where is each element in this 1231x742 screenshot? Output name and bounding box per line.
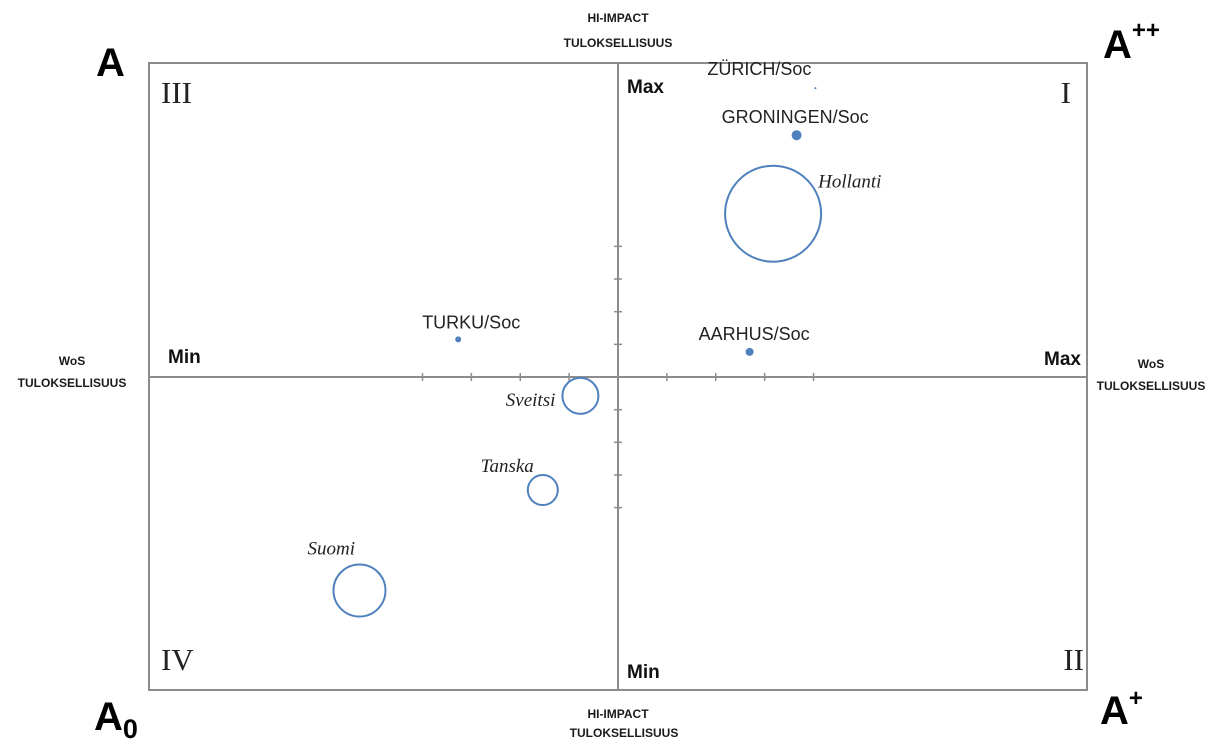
x-axis-left-label-line1: WoS bbox=[59, 354, 85, 368]
y-min-label: Min bbox=[627, 662, 660, 683]
data-point-marker bbox=[526, 474, 559, 507]
quadrant-numeral-III: III bbox=[161, 75, 192, 110]
quadrant-numeral-I: I bbox=[1061, 75, 1071, 110]
x-axis-right-label-line2: TULOKSELLISUUS bbox=[1097, 379, 1206, 393]
data-point-label: Sveitsi bbox=[506, 390, 556, 411]
data-point-label: GRONINGEN/Soc bbox=[722, 107, 869, 127]
data-point-label: Suomi bbox=[308, 539, 356, 560]
data-point-marker bbox=[455, 336, 462, 343]
data-point-marker bbox=[791, 130, 802, 141]
corner-grade-bottom-right: A+ bbox=[1100, 685, 1143, 733]
x-min-label: Min bbox=[168, 347, 201, 368]
y-max-label: Max bbox=[627, 77, 664, 98]
data-point-label: TURKU/Soc bbox=[422, 312, 520, 332]
y-axis-top-label-line1: HI-IMPACT bbox=[587, 11, 649, 25]
x-axis-left-label-line2: TULOKSELLISUUS bbox=[18, 376, 127, 390]
axis-ticks bbox=[421, 245, 815, 509]
data-point-label: Tanska bbox=[481, 456, 534, 477]
y-axis-bottom-label-line2: TULOKSELLISUUS bbox=[570, 726, 679, 740]
data-point-marker bbox=[724, 164, 823, 263]
quadrant-numeral-IV: IV bbox=[161, 642, 194, 677]
x-axis-right-label-line1: WoS bbox=[1138, 357, 1164, 371]
data-point-label: AARHUS/Soc bbox=[699, 324, 810, 344]
y-axis-bottom-label-line1: HI-IMPACT bbox=[587, 707, 649, 721]
corner-grade-top-right: A++ bbox=[1103, 17, 1160, 67]
quadrant-numeral-II: II bbox=[1063, 642, 1084, 677]
corner-grade-bottom-left: A0 bbox=[94, 695, 138, 742]
data-points: ZÜRICH/Soc GRONINGEN/Soc Hollanti TURKU/Soc… bbox=[308, 59, 881, 618]
data-point-label: Hollanti bbox=[817, 172, 881, 193]
y-axis-top-label-line2: TULOKSELLISUUS bbox=[564, 36, 673, 50]
x-max-label: Max bbox=[1044, 349, 1081, 370]
data-point-marker bbox=[745, 347, 754, 356]
data-point-marker bbox=[814, 87, 817, 90]
data-point-marker bbox=[561, 376, 600, 415]
data-point-label: ZÜRICH/Soc bbox=[707, 59, 811, 79]
data-point-marker bbox=[332, 563, 387, 618]
corner-grade-top-left: A bbox=[96, 41, 125, 85]
